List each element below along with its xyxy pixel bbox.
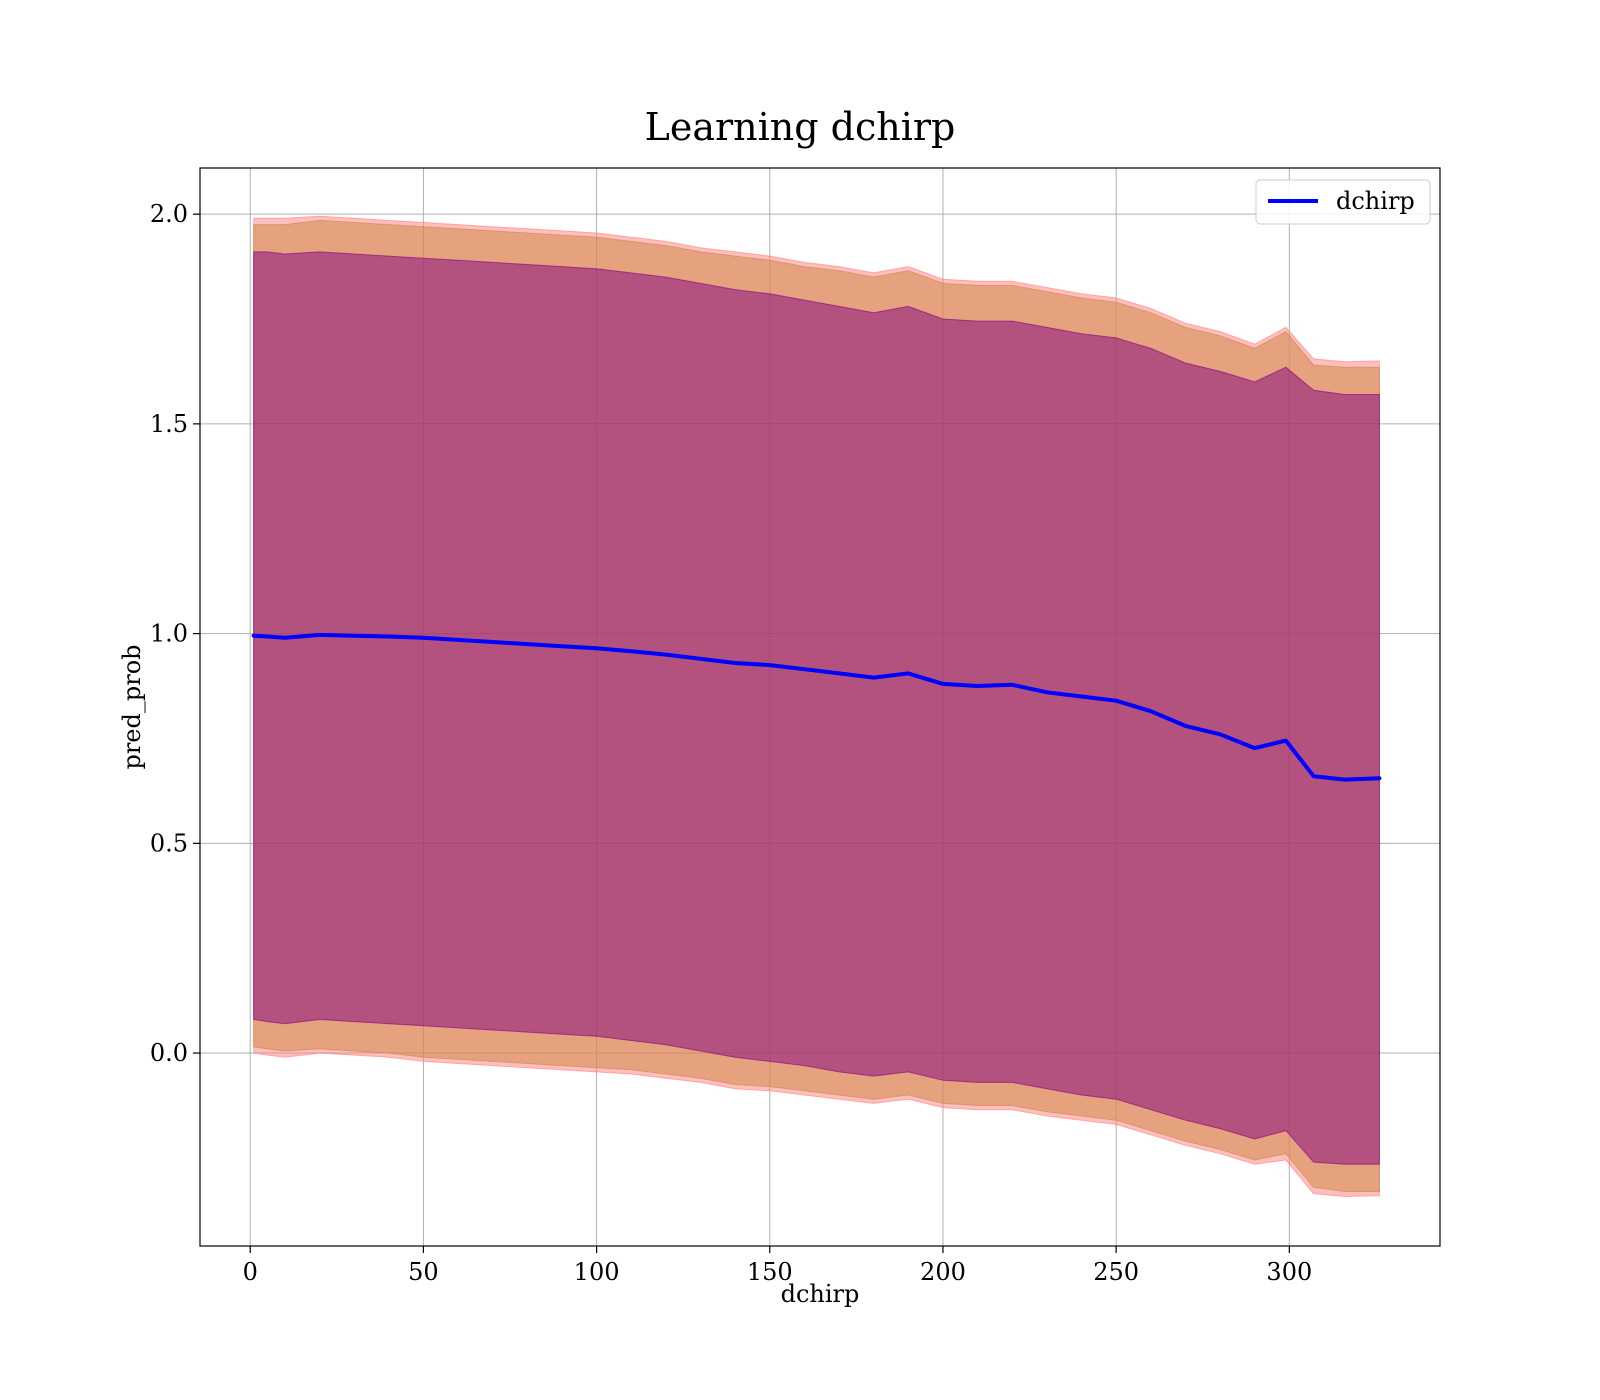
series-lines [251, 632, 1382, 782]
x-tick-label: 0 [243, 1258, 258, 1286]
y-axis-ticks: 0.0 0.5 1.0 1.5 2.0 [150, 200, 200, 1067]
x-tick-label: 100 [574, 1258, 620, 1286]
series-line-dchirp [251, 632, 1382, 782]
x-tick-label: 200 [920, 1258, 966, 1286]
x-tick-label: 150 [747, 1258, 793, 1286]
y-tick-label: 1.5 [150, 410, 188, 438]
confidence-bands [253, 215, 1380, 1198]
chart-title: Learning dchirp [645, 105, 956, 149]
x-axis-label: dchirp [781, 1280, 860, 1308]
y-tick-label: 2.0 [150, 200, 188, 228]
x-axis-ticks: 0 50 100 150 200 250 300 [243, 1246, 1312, 1286]
y-tick-label: 0.0 [150, 1039, 188, 1067]
legend-label-dchirp: dchirp [1336, 187, 1415, 215]
y-tick-label: 1.0 [150, 620, 188, 648]
band-inner [253, 251, 1380, 1165]
x-tick-label: 50 [408, 1258, 439, 1286]
y-axis-label: pred_prob [118, 644, 146, 769]
x-tick-label: 250 [1093, 1258, 1139, 1286]
y-tick-label: 0.5 [150, 829, 188, 857]
legend-box [1255, 179, 1431, 225]
x-tick-label: 300 [1266, 1258, 1312, 1286]
plot-frame [199, 167, 1441, 1247]
legend: dchirp [1255, 179, 1431, 225]
